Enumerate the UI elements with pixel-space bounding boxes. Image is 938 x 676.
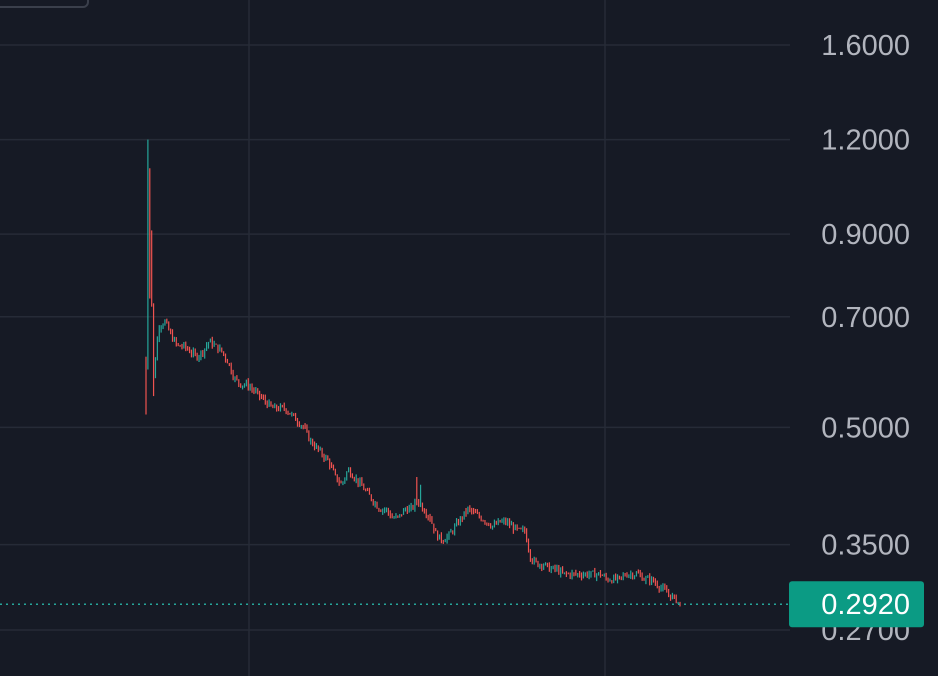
y-tick-label-5: 0.3500 [821, 530, 910, 562]
y-tick-label-3: 0.7000 [821, 302, 910, 334]
y-tick-label-0: 1.6000 [821, 30, 910, 62]
last-price-tag [789, 581, 924, 628]
toolbar-box[interactable] [0, 0, 89, 8]
y-tick-label-4: 0.5000 [821, 412, 910, 444]
y-tick-label-2: 0.9000 [821, 219, 910, 251]
y-tick-label-1: 1.2000 [821, 125, 910, 157]
last-price-label: 0.2920 [821, 589, 910, 621]
